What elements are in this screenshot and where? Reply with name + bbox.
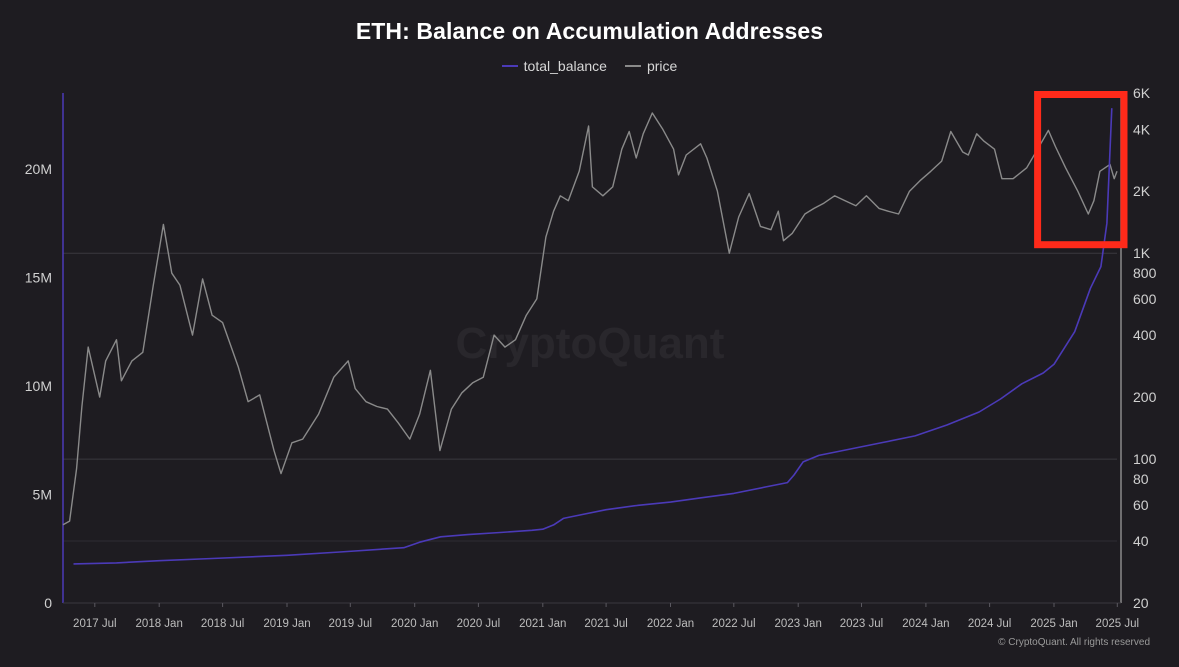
- x-tick-label: 2023 Jul: [840, 618, 883, 630]
- x-tick-label: 2018 Jul: [201, 618, 244, 630]
- legend-label-price: price: [646, 58, 678, 74]
- right-tick-label: 200: [1133, 389, 1157, 405]
- right-tick-label: 60: [1133, 497, 1149, 513]
- annotations: [1034, 91, 1128, 249]
- x-tick-label: 2017 Jul: [73, 618, 116, 630]
- right-tick-label: 100: [1133, 451, 1157, 467]
- legend-swatch-price: [624, 65, 641, 67]
- price-line: [62, 112, 1118, 526]
- x-tick-label: 2019 Jan: [263, 618, 310, 630]
- legend-label-total-balance: total_balance: [523, 58, 607, 74]
- watermark: CryptoQuant: [456, 319, 725, 368]
- left-tick-label: 10M: [25, 378, 52, 394]
- x-axis-ticks: 2017 Jul 2018 Jan 2018 Jul 2019 Jan 2019 Jul…: [73, 603, 1139, 630]
- right-axis-ticks: 20 40 60 80 100 200 400 600 800 1K 2K 4K 6K: [1133, 85, 1157, 611]
- right-tick-label: 6K: [1133, 85, 1151, 101]
- right-tick-label: 40: [1133, 533, 1149, 549]
- right-tick-label: 800: [1133, 265, 1157, 281]
- right-tick-label: 400: [1133, 327, 1157, 343]
- right-tick-label: 1K: [1133, 245, 1151, 261]
- legend-swatch-total-balance: [501, 65, 518, 67]
- right-tick-label: 600: [1133, 291, 1157, 307]
- left-axis-ticks: 0 5M 10M 15M 20M: [25, 161, 52, 611]
- legend-item-total-balance[interactable]: total_balance: [501, 58, 607, 74]
- left-tick-label: 20M: [25, 161, 52, 177]
- x-tick-label: 2022 Jan: [647, 618, 694, 630]
- x-tick-label: 2021 Jul: [584, 618, 627, 630]
- x-tick-label: 2025 Jul: [1096, 618, 1139, 630]
- total-balance-line: [73, 108, 1113, 565]
- series-lines: [62, 108, 1118, 565]
- chart-title: ETH: Balance on Accumulation Addresses: [355, 18, 824, 44]
- copyright-notice: © CryptoQuant. All rights reserved: [998, 637, 1150, 648]
- x-tick-label: 2020 Jul: [457, 618, 500, 630]
- legend-item-price[interactable]: price: [624, 58, 678, 74]
- right-tick-label: 20: [1133, 595, 1149, 611]
- right-tick-label: 2K: [1133, 183, 1151, 199]
- x-tick-label: 2025 Jan: [1030, 618, 1077, 630]
- left-tick-label: 0: [44, 595, 52, 611]
- x-tick-label: 2024 Jul: [968, 618, 1011, 630]
- x-tick-label: 2019 Jul: [329, 618, 372, 630]
- x-tick-label: 2022 Jul: [712, 618, 755, 630]
- highlight-box: [1034, 91, 1128, 249]
- x-tick-label: 2020 Jan: [391, 618, 438, 630]
- legend: total_balance price: [0, 58, 1179, 74]
- x-tick-label: 2021 Jan: [519, 618, 566, 630]
- grid: [63, 252, 1117, 542]
- left-tick-label: 15M: [25, 270, 52, 286]
- x-tick-label: 2023 Jan: [775, 618, 822, 630]
- right-tick-label: 4K: [1133, 121, 1151, 137]
- x-tick-label: 2024 Jan: [902, 618, 949, 630]
- left-tick-label: 5M: [33, 487, 52, 503]
- x-tick-label: 2018 Jan: [136, 618, 183, 630]
- right-tick-label: 80: [1133, 471, 1149, 487]
